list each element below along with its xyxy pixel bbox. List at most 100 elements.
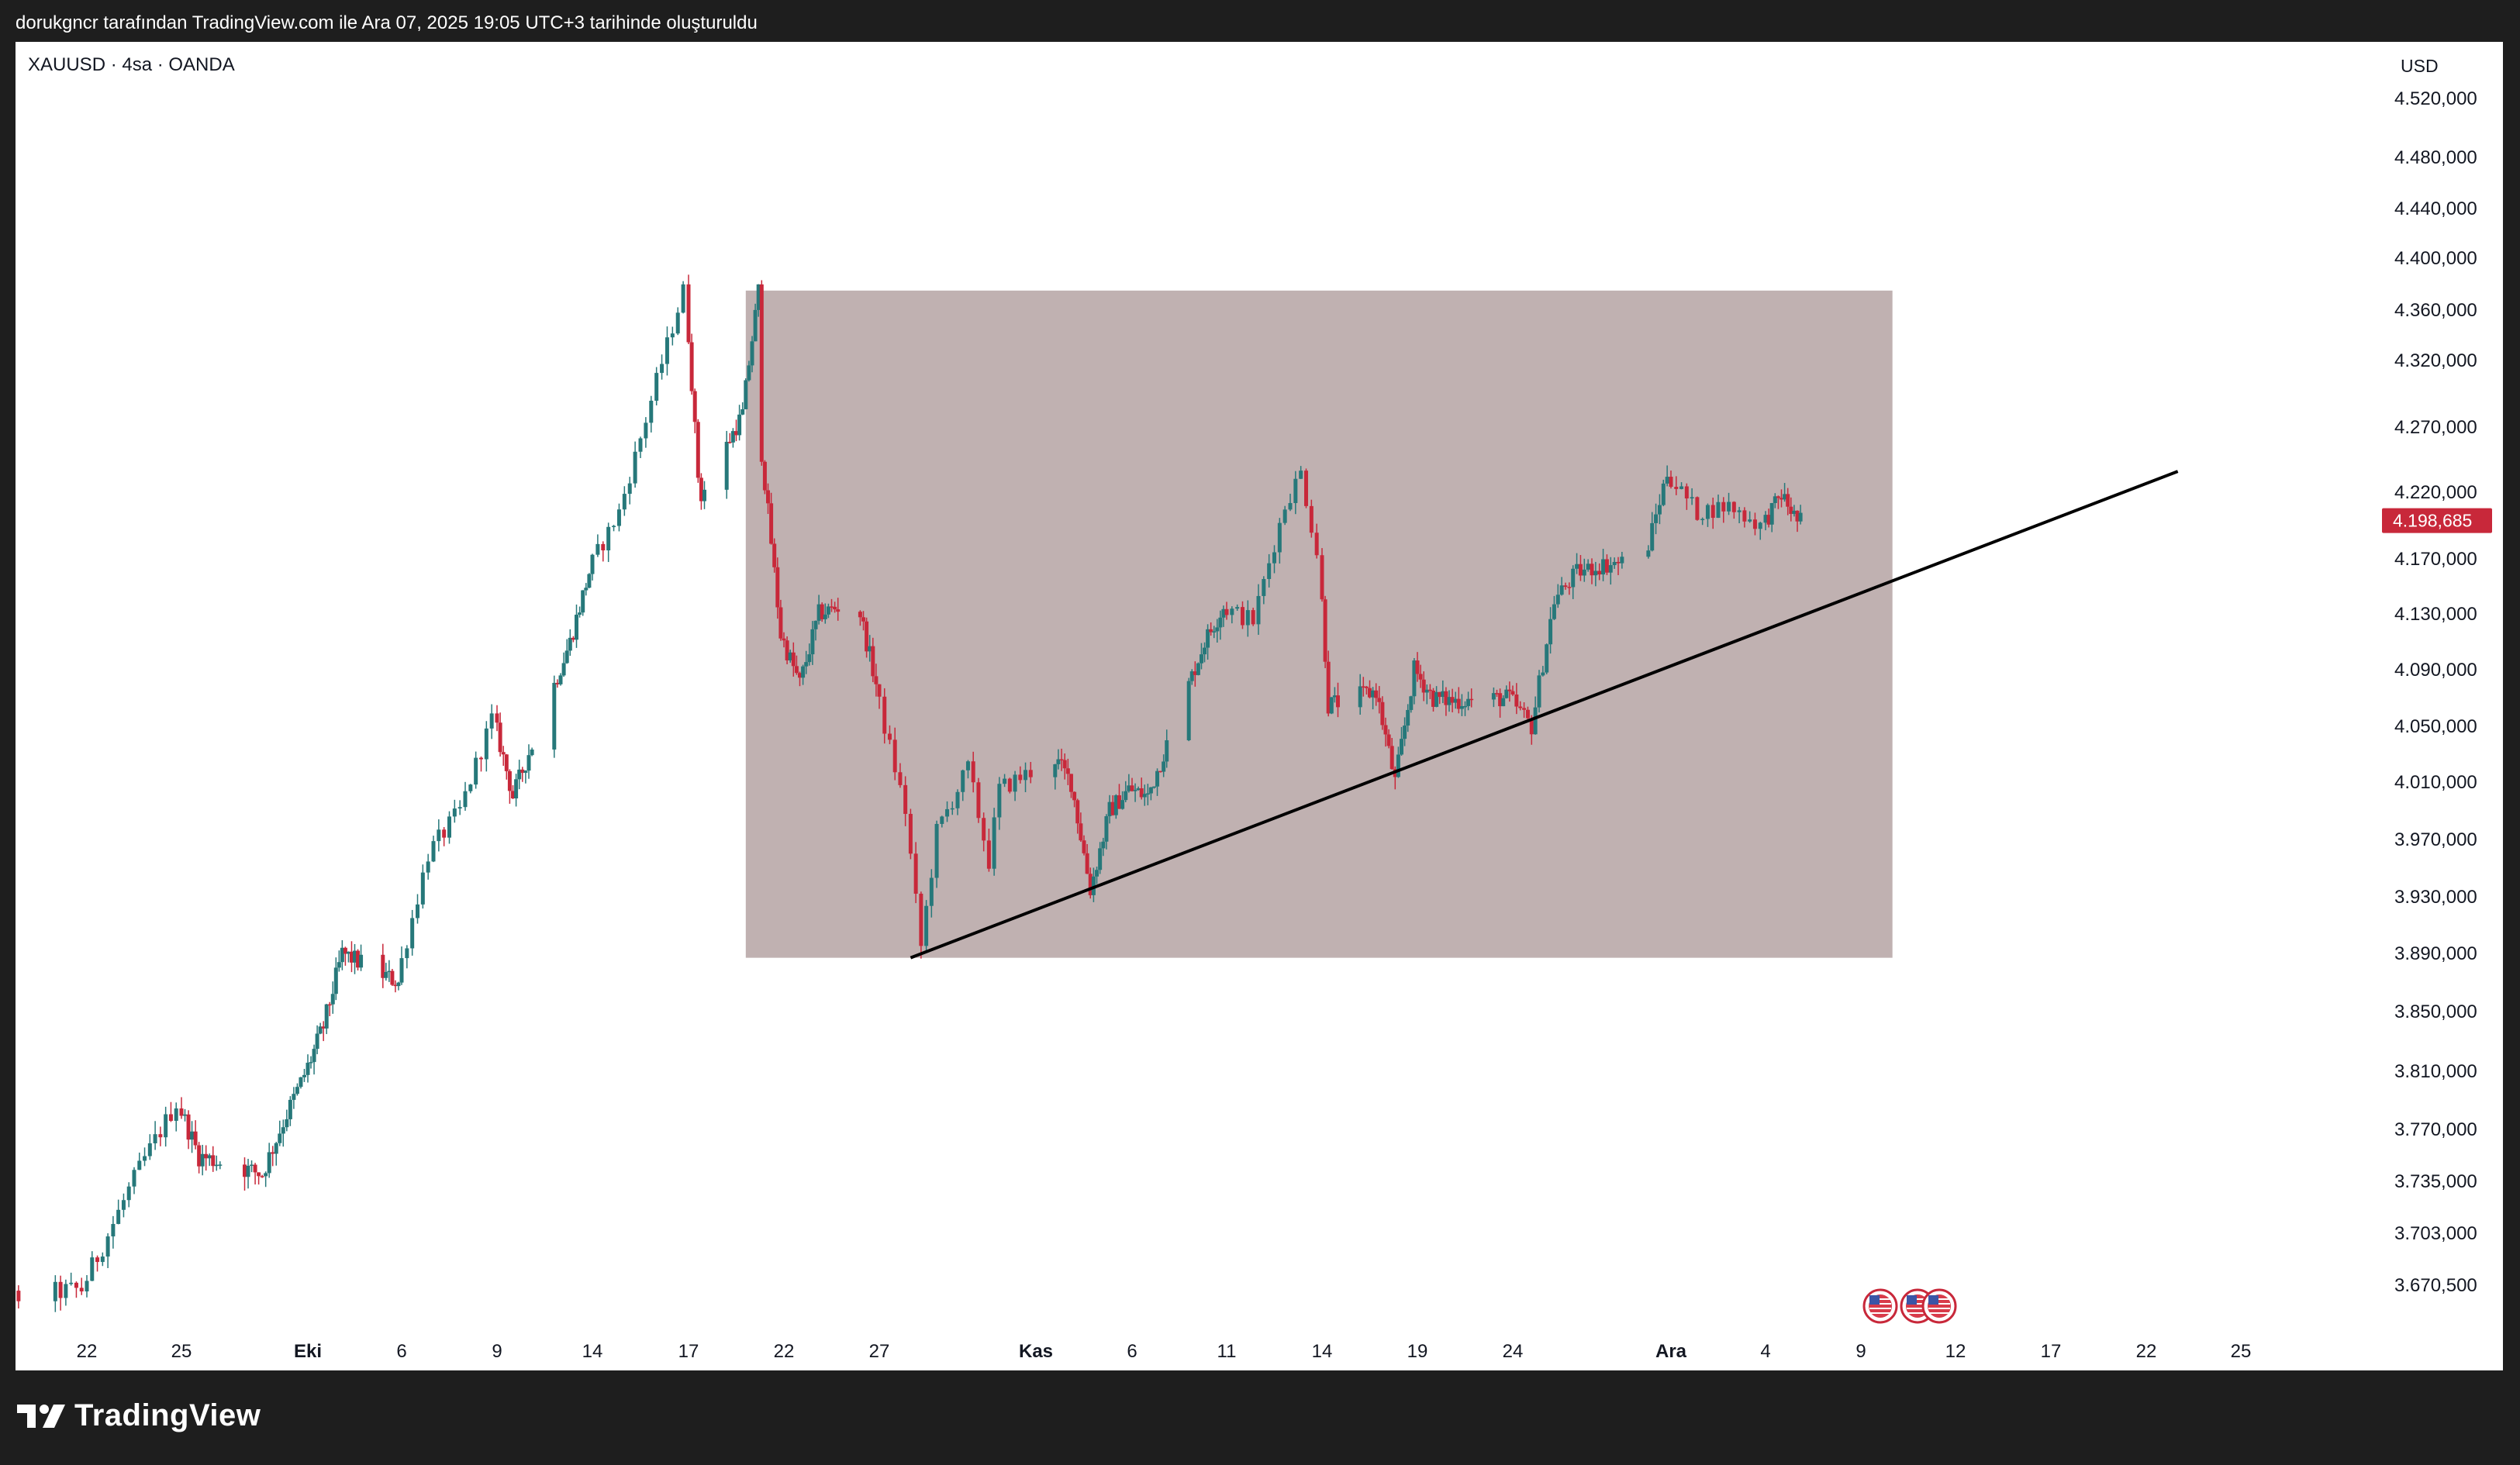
candle (1616, 557, 1621, 575)
candle (627, 477, 632, 505)
candle-body (437, 829, 441, 842)
candle (950, 801, 954, 815)
candle (1646, 545, 1651, 559)
candle-body (1053, 764, 1058, 777)
candle (1165, 729, 1169, 768)
candle-body (1434, 691, 1439, 707)
candle-body (1518, 706, 1523, 708)
x-tick-label: 6 (1127, 1341, 1137, 1362)
candle (1209, 622, 1213, 636)
candle (1251, 607, 1255, 626)
candle (997, 777, 1002, 830)
candle (393, 980, 398, 993)
candle (1669, 471, 1673, 489)
candle-body (747, 365, 751, 381)
candle-body (264, 1173, 268, 1177)
candle (1007, 777, 1012, 794)
candle-body (1110, 801, 1115, 815)
y-tick-label: 3.670,500 (2394, 1275, 2477, 1296)
candle-body (976, 782, 981, 819)
candle (578, 606, 582, 618)
candle (919, 891, 923, 959)
candle (274, 1142, 278, 1166)
candle-body (590, 554, 595, 574)
candle (665, 326, 669, 376)
ascending-trendline[interactable] (910, 470, 2179, 960)
chart-panel[interactable]: 4.520,000 4.480,000 4.440,000 4.400,000 4.36… (16, 42, 2503, 1370)
candle (356, 949, 361, 971)
candle (564, 639, 569, 664)
candle-body (1776, 496, 1780, 498)
candle-body (986, 840, 991, 869)
candle (1514, 683, 1519, 715)
x-tick-label: 12 (1945, 1341, 1966, 1362)
candle (90, 1251, 95, 1281)
candle (452, 799, 457, 823)
candle-body (479, 757, 483, 760)
candle-body (950, 808, 954, 810)
candle-body (1082, 840, 1086, 853)
us-flag-event-icon[interactable] (1921, 1288, 1957, 1324)
candle (1206, 624, 1210, 660)
candle-body (1593, 570, 1598, 576)
candle-body (826, 606, 830, 615)
candle (1304, 468, 1308, 508)
candle-body (116, 1209, 121, 1225)
candle-body (1148, 787, 1153, 794)
chart-canvas[interactable]: 4.520,000 4.480,000 4.440,000 4.400,000 4.36… (16, 42, 2503, 1370)
candle (121, 1193, 126, 1218)
candle-body (1456, 698, 1461, 709)
candle (1650, 512, 1655, 552)
candle-body (552, 682, 557, 750)
tradingview-logo[interactable]: TradingView (17, 1398, 261, 1433)
candle (197, 1142, 202, 1174)
candle-body (1133, 790, 1137, 791)
us-flag-event-icon[interactable] (1862, 1288, 1898, 1324)
candle-body (1466, 698, 1471, 706)
candle (1444, 687, 1448, 716)
candle-body (616, 509, 621, 526)
tradingview-logo-icon (17, 1404, 65, 1428)
x-tick-label: 9 (1855, 1341, 1866, 1362)
candle (1679, 482, 1684, 490)
candle (1406, 704, 1410, 732)
candle (1068, 774, 1073, 798)
candle-body (1646, 550, 1651, 557)
candle (976, 777, 981, 823)
candle-body (1620, 557, 1624, 564)
candle-body (759, 284, 764, 462)
candle (1421, 671, 1426, 701)
candle (267, 1143, 271, 1178)
candle-body (1309, 505, 1314, 533)
candle (826, 603, 830, 619)
candle-body (1272, 552, 1276, 564)
y-tick-label: 4.220,000 (2394, 482, 2477, 503)
candle-body (1786, 494, 1790, 507)
symbol-title[interactable]: XAUUSD · 4sa · OANDA (28, 54, 235, 75)
candle-body (514, 779, 519, 798)
candle (1282, 505, 1287, 526)
candle-body (1597, 570, 1602, 575)
candle (190, 1121, 195, 1153)
candle-body (1424, 689, 1429, 693)
candle-body (861, 617, 865, 622)
candle-body (734, 431, 738, 436)
candle (971, 751, 975, 793)
candle (670, 326, 675, 346)
candle-body (1062, 760, 1067, 769)
candle-body (1705, 505, 1710, 519)
candle-body (164, 1114, 168, 1138)
x-tick-label: 4 (1760, 1341, 1770, 1362)
candle-body (281, 1127, 285, 1134)
candle (868, 635, 872, 662)
candle-body (955, 791, 960, 808)
candle (833, 602, 837, 613)
candle-body (1590, 564, 1594, 576)
candle-body (892, 739, 897, 773)
candle-body (1368, 688, 1372, 698)
currency-label[interactable]: USD (2401, 56, 2439, 76)
candle (552, 675, 557, 758)
candle-body (798, 673, 802, 678)
y-tick-label: 4.090,000 (2394, 660, 2477, 681)
candle-body (1299, 471, 1303, 479)
